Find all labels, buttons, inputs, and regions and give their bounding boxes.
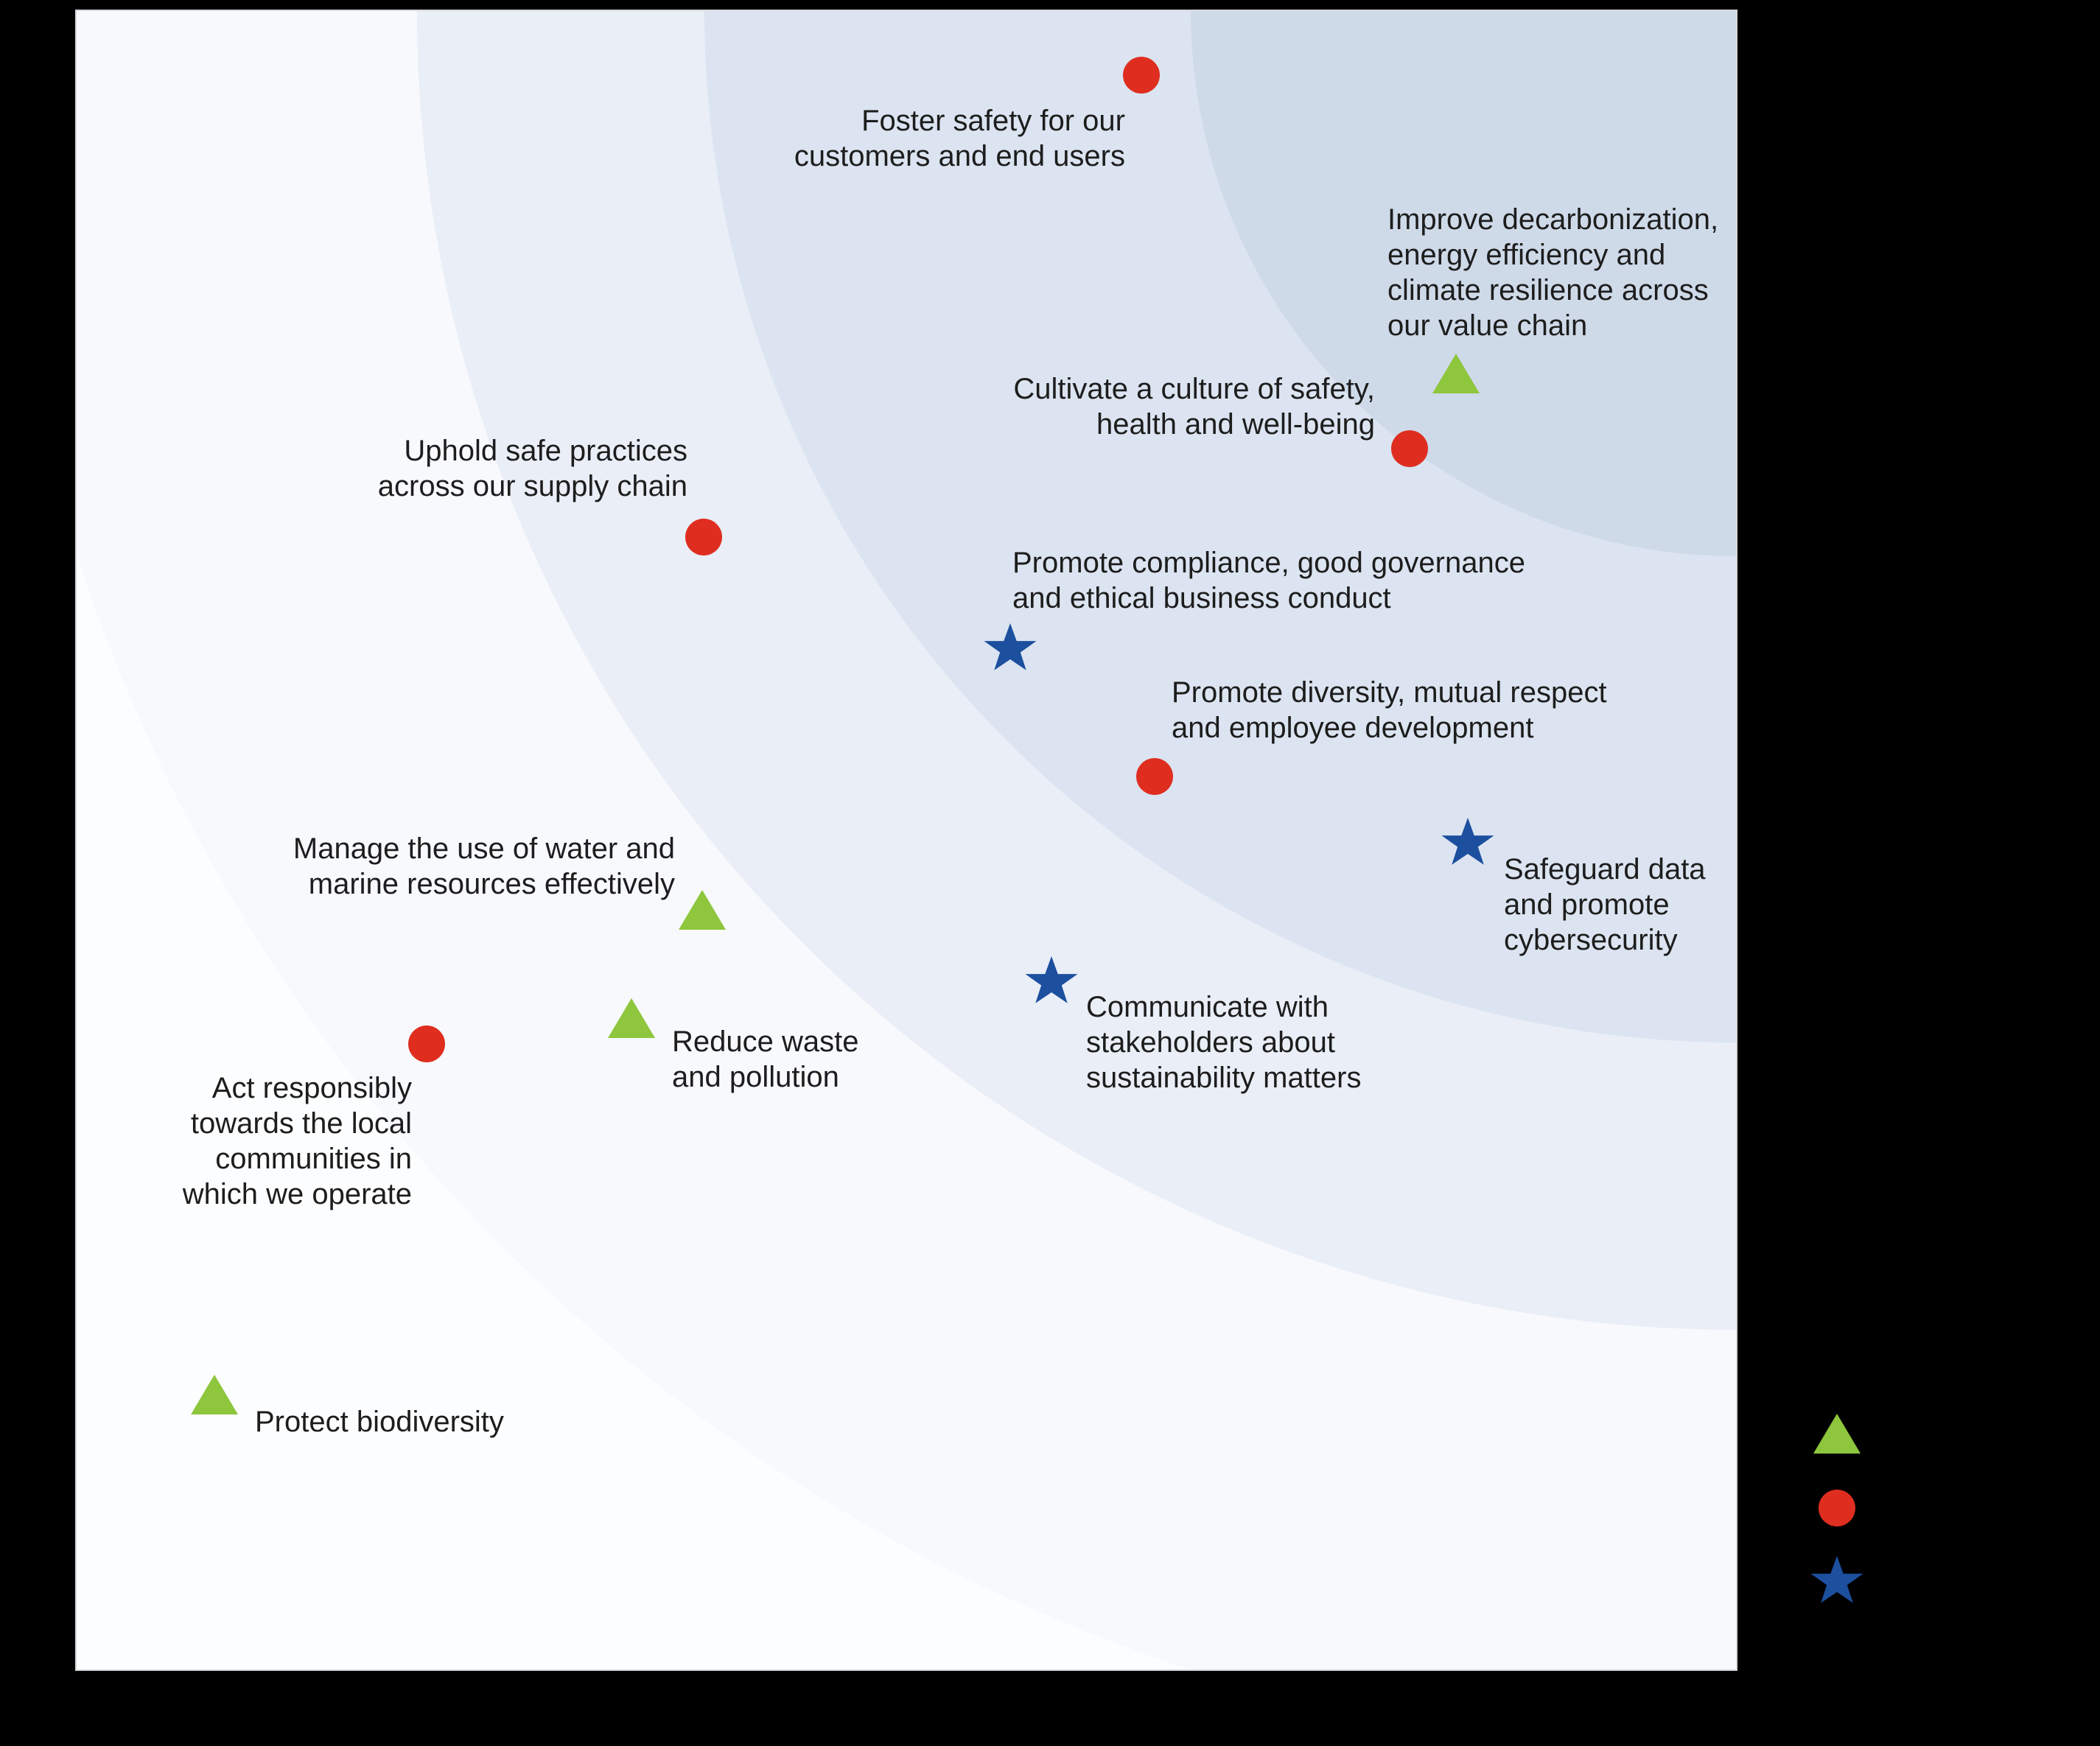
label-biodiversity: Protect biodiversity <box>255 1406 504 1438</box>
label-communicate: Communicate with stakeholders about sust… <box>1086 991 1362 1094</box>
communicate-star-marker <box>1025 956 1078 1003</box>
legend-star-marker <box>1810 1556 1863 1603</box>
label-foster-safety: Foster safety for our customers and end … <box>794 105 1125 172</box>
label-decarbonization: Improve decarbonization, energy efficien… <box>1387 203 1719 342</box>
safeguard-data-star-marker <box>1441 818 1494 865</box>
label-reduce-waste: Reduce waste and pollution <box>672 1025 859 1093</box>
legend-triangle-marker <box>1813 1414 1861 1454</box>
reduce-waste-triangle-marker <box>608 998 655 1038</box>
label-water-resources: Manage the use of water and marine resou… <box>293 832 675 900</box>
label-compliance: Promote compliance, good governance and … <box>1012 547 1525 614</box>
water-resources-triangle-marker <box>679 890 726 930</box>
decarbonization-triangle-marker <box>1432 354 1480 393</box>
biodiversity-triangle-marker <box>191 1375 238 1414</box>
compliance-star-marker <box>984 623 1037 670</box>
foster-safety-circle-marker <box>1123 57 1160 94</box>
chart-area: Foster safety for our customers and end … <box>75 10 1737 1671</box>
label-diversity: Promote diversity, mutual respect and em… <box>1172 676 1607 744</box>
culture-of-safety-circle-marker <box>1391 430 1428 467</box>
label-safeguard-data: Safeguard data and promote cybersecurity <box>1504 853 1706 956</box>
diversity-circle-marker <box>1136 758 1173 795</box>
label-local-communities: Act responsibly towards the local commun… <box>182 1072 412 1210</box>
safe-practices-circle-marker <box>685 519 722 555</box>
legend-circle-marker <box>1819 1490 1855 1526</box>
label-safe-practices: Uphold safe practices across our supply … <box>377 435 687 502</box>
local-communities-circle-marker <box>408 1025 445 1062</box>
label-culture-of-safety: Cultivate a culture of safety, health an… <box>1013 373 1375 441</box>
